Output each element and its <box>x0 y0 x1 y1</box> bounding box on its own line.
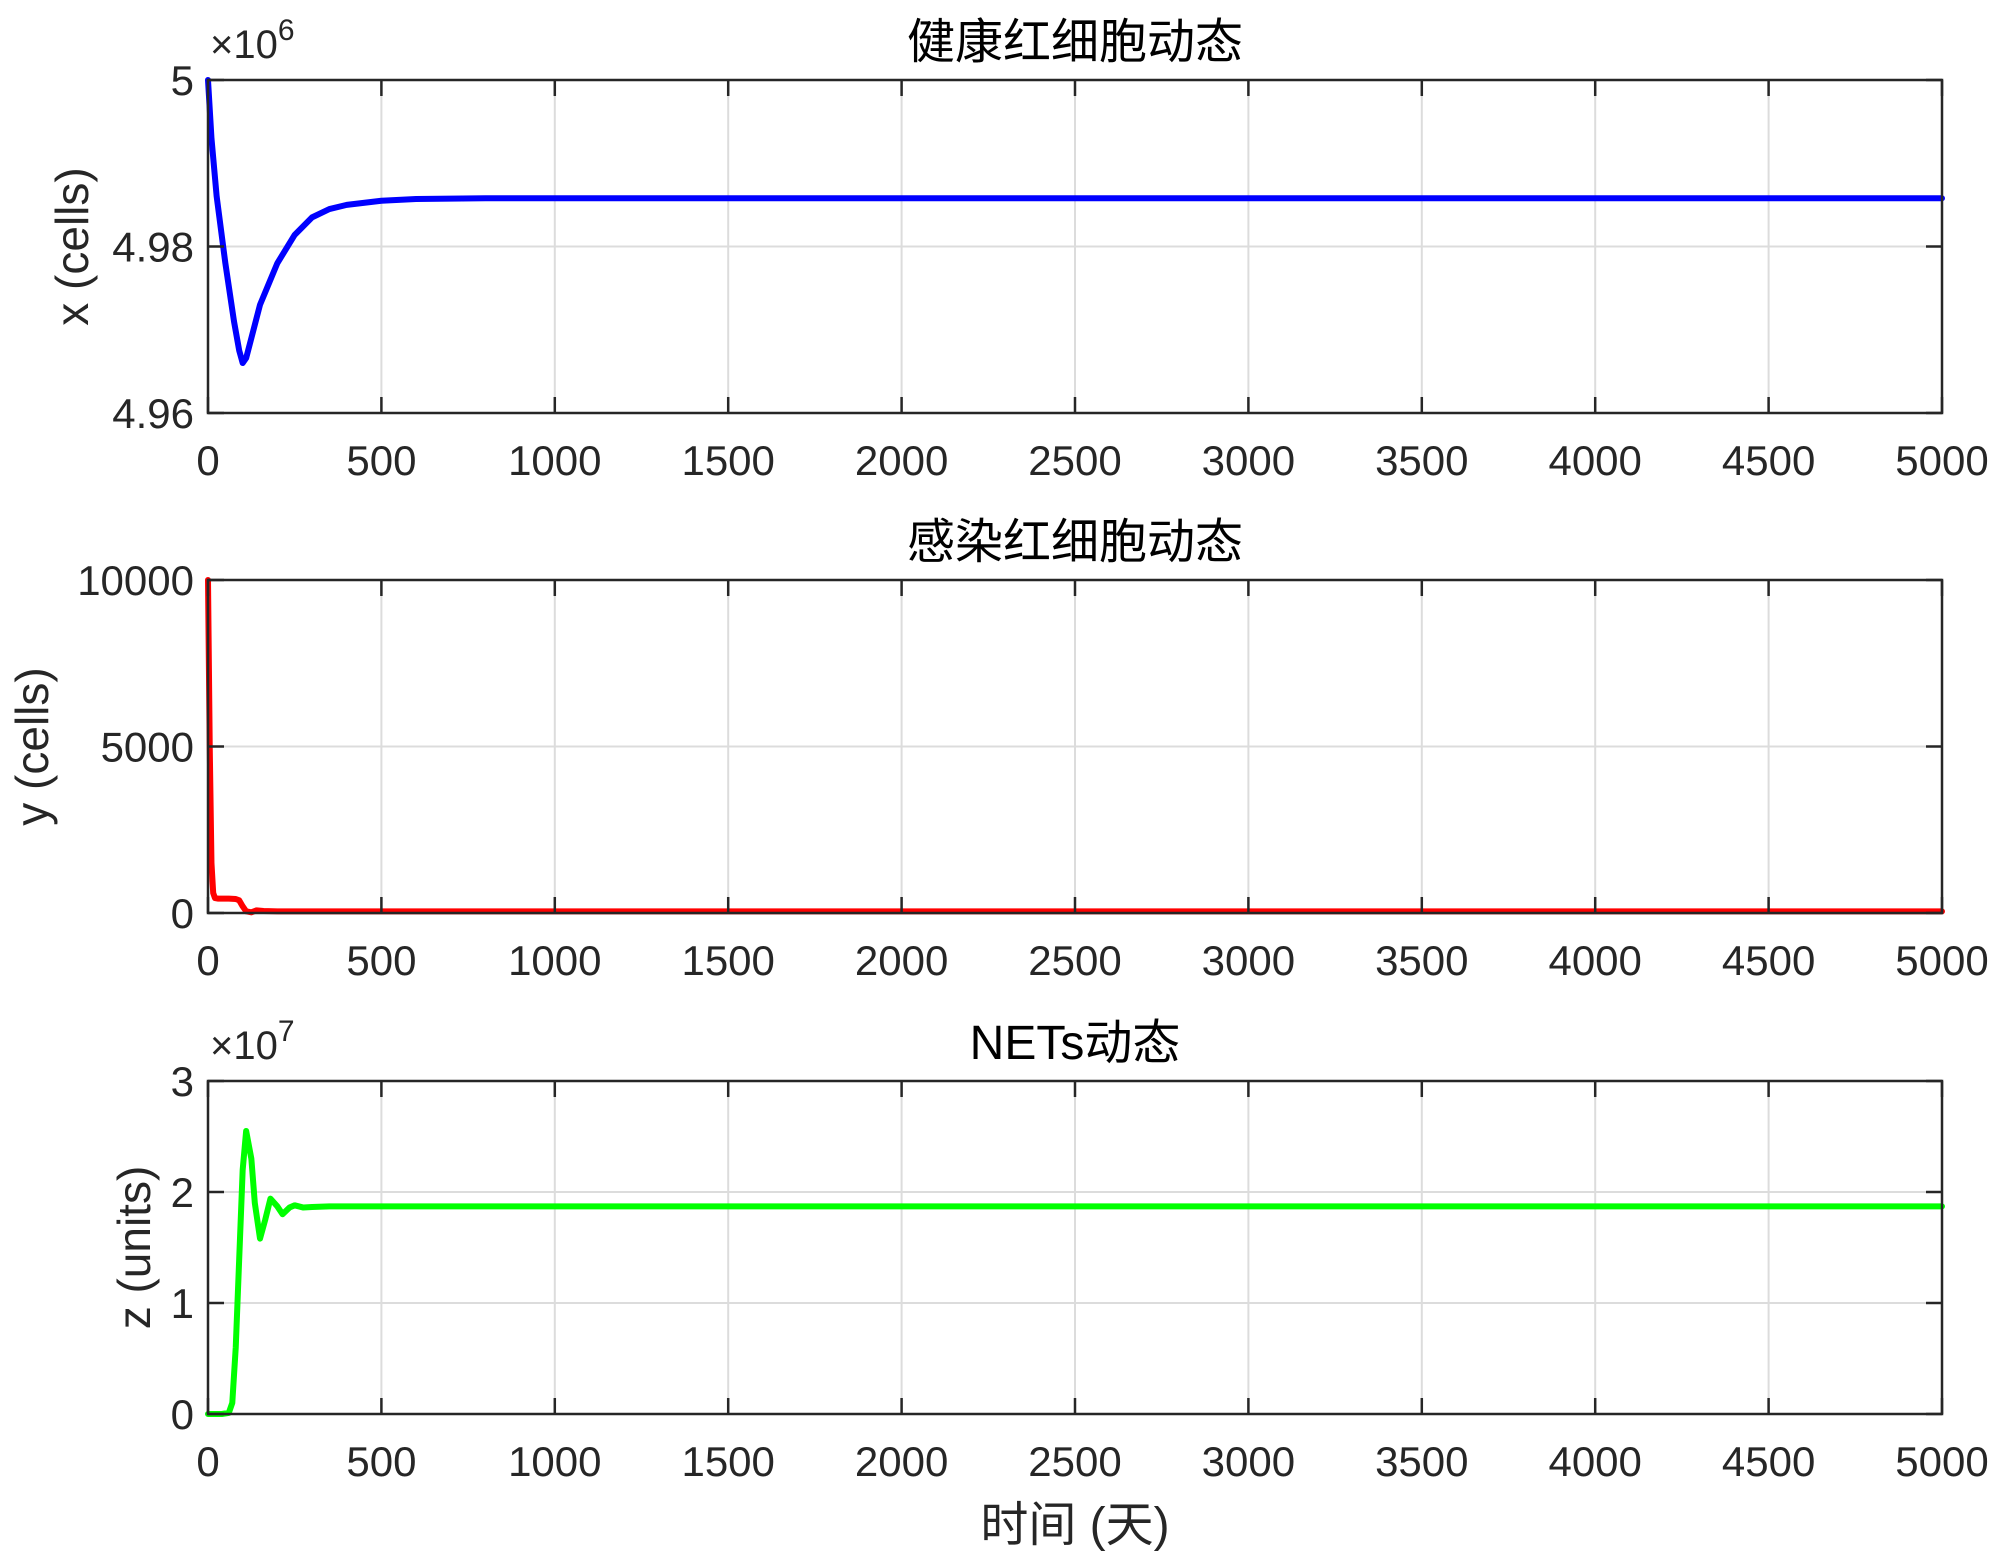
x-tick-label: 1000 <box>508 937 601 984</box>
subplot-title: 健康红细胞动态 <box>907 16 1243 69</box>
y-tick-label: 4.98 <box>112 224 194 271</box>
x-tick-label: 4000 <box>1548 437 1641 484</box>
x-tick-label: 3500 <box>1375 937 1468 984</box>
x-tick-label: 2000 <box>855 437 948 484</box>
x-tick-label: 0 <box>196 437 219 484</box>
y-tick-label: 10000 <box>77 557 194 604</box>
x-tick-label: 3500 <box>1375 1438 1468 1485</box>
x-tick-label: 3000 <box>1202 437 1295 484</box>
x-tick-label: 1000 <box>508 1438 601 1485</box>
x-tick-label: 1500 <box>681 937 774 984</box>
x-tick-label: 500 <box>346 1438 416 1485</box>
x-tick-label: 4500 <box>1722 437 1815 484</box>
y-axis-label: y (cells) <box>6 667 58 825</box>
x-tick-label: 3000 <box>1202 937 1295 984</box>
y-axis-label: z (units) <box>108 1166 160 1330</box>
x-tick-label: 4000 <box>1548 1438 1641 1485</box>
series-line-1 <box>205 77 1945 367</box>
x-tick-label: 1000 <box>508 437 601 484</box>
y-tick-label: 1 <box>171 1280 194 1327</box>
x-tick-label: 3000 <box>1202 1438 1295 1485</box>
y-exponent-label: ×107 <box>210 1015 295 1068</box>
y-exponent-label: ×106 <box>210 14 295 67</box>
x-tick-label: 4500 <box>1722 1438 1815 1485</box>
x-tick-label: 1500 <box>681 1438 774 1485</box>
x-tick-label: 2500 <box>1028 437 1121 484</box>
y-tick-label: 0 <box>171 890 194 937</box>
y-tick-label: 3 <box>171 1058 194 1105</box>
x-tick-label: 2000 <box>855 1438 948 1485</box>
x-tick-label: 5000 <box>1895 437 1988 484</box>
subplot-1: 0 500 1000 1500 2000 2500 3000 3500 4000 4500 5000… <box>46 14 1989 484</box>
x-tick-label: 0 <box>196 937 219 984</box>
y-tick-label: 0 <box>171 1391 194 1438</box>
x-tick-label: 2500 <box>1028 937 1121 984</box>
x-tick-label: 2000 <box>855 937 948 984</box>
x-tick-label: 0 <box>196 1438 219 1485</box>
x-tick-label: 4000 <box>1548 937 1641 984</box>
series-line-3 <box>205 1127 1945 1417</box>
y-axis-label: x (cells) <box>46 167 98 325</box>
x-axis-label: 时间 (天) <box>980 1499 1169 1552</box>
y-tick-label: 5000 <box>101 724 194 771</box>
x-tick-label: 4500 <box>1722 937 1815 984</box>
subplot-2: 0 500 1000 1500 2000 2500 3000 3500 4000 4500 5000… <box>6 516 1989 984</box>
x-tick-label: 5000 <box>1895 937 1988 984</box>
x-tick-label: 2500 <box>1028 1438 1121 1485</box>
subplot-title: NETs动态 <box>970 1017 1181 1070</box>
subplot-3: 0 500 1000 1500 2000 2500 3000 3500 4000 4500 5000… <box>108 1015 1989 1552</box>
y-tick-label: 2 <box>171 1169 194 1216</box>
y-tick-label: 4.96 <box>112 390 194 437</box>
x-tick-label: 5000 <box>1895 1438 1988 1485</box>
x-tick-label: 500 <box>346 937 416 984</box>
x-tick-label: 1500 <box>681 437 774 484</box>
x-tick-label: 3500 <box>1375 437 1468 484</box>
x-tick-label: 500 <box>346 437 416 484</box>
subplot-title: 感染红细胞动态 <box>907 516 1243 569</box>
y-tick-label: 5 <box>171 57 194 104</box>
